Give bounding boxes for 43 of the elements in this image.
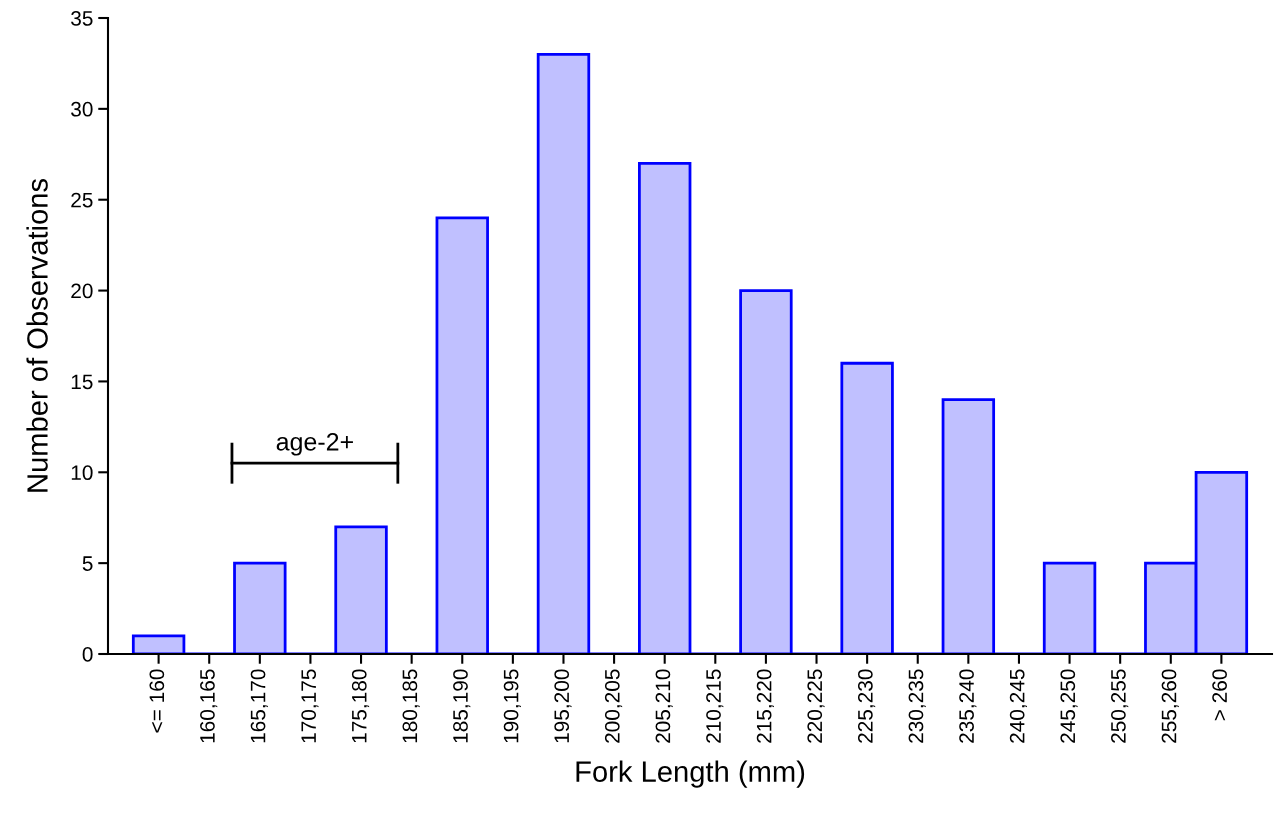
y-axis-title: Number of Observations (26, 178, 48, 492)
bar (941, 398, 996, 654)
bar (638, 161, 692, 654)
x-tick-label: 245,250 (1060, 669, 1078, 743)
bar (233, 561, 287, 654)
y-tick-label: 5 (82, 556, 93, 571)
bar (435, 216, 489, 654)
y-tick-label: 15 (71, 374, 93, 390)
x-tick-label: 235,240 (959, 669, 977, 743)
x-tick-label: 200,205 (604, 669, 623, 743)
bar (840, 361, 894, 654)
x-tick-label: 240,245 (1009, 669, 1028, 743)
x-tick-label: 175,180 (351, 669, 370, 743)
x-tick-label: 225,230 (857, 669, 876, 743)
bar (739, 289, 793, 654)
bar (334, 525, 388, 654)
x-tick-label: 195,200 (554, 669, 572, 743)
x-tick-label: > 260 (1212, 669, 1227, 721)
x-tick-label: 170,175 (301, 669, 319, 743)
x-tick-label: 185,190 (453, 669, 471, 743)
x-tick-label: 205,210 (655, 669, 673, 743)
x-axis-title: Fork Length (mm) (576, 760, 805, 788)
x-tick-label: 230,235 (908, 669, 926, 743)
y-tick-label: 10 (71, 465, 93, 481)
y-tick-label: 20 (71, 283, 93, 299)
y-tick-label: 30 (71, 101, 93, 117)
x-tick-label: 210,215 (706, 669, 724, 743)
x-tick-label: 250,255 (1111, 669, 1129, 743)
y-tick-label: 25 (71, 192, 93, 208)
x-tick-label: <= 160 (149, 669, 165, 733)
x-tick-label: 180,185 (402, 669, 420, 743)
bar (1042, 561, 1097, 654)
annotation: age-2+ (276, 432, 353, 456)
x-tick-label: 220,225 (807, 669, 825, 743)
x-tick-label: 255,260 (1161, 669, 1179, 743)
x-tick-label: 215,220 (756, 669, 774, 743)
y-tick-label: 35 (71, 11, 93, 26)
x-tick-label: 190,195 (503, 669, 521, 743)
x-tick-label: 160,165 (200, 669, 218, 743)
bar (131, 634, 186, 654)
x-tick-label: 165,170 (250, 669, 268, 743)
bar (536, 52, 591, 654)
y-tick-label: 0 (82, 647, 93, 662)
